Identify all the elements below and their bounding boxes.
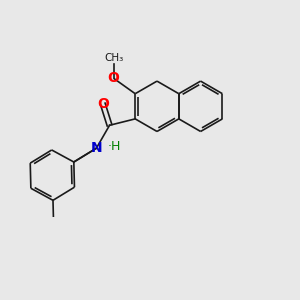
Text: O: O	[108, 71, 120, 85]
Text: O: O	[97, 97, 109, 111]
Text: N: N	[91, 141, 102, 155]
Text: CH₃: CH₃	[104, 52, 123, 63]
Text: ·H: ·H	[108, 140, 121, 153]
